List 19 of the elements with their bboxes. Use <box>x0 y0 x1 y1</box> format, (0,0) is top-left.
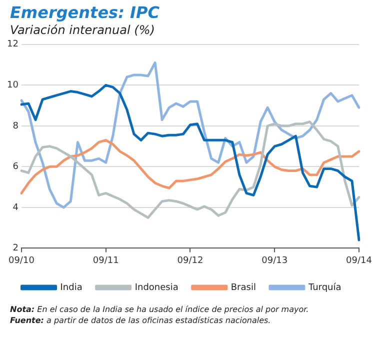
legend-label: India <box>60 282 82 293</box>
x-tick-label: 09/10 <box>8 256 35 266</box>
x-tick-label: 09/12 <box>177 256 204 266</box>
y-tick-label: 10 <box>7 80 19 91</box>
legend-label: Turquía <box>307 282 342 293</box>
x-tick-label: 09/13 <box>262 256 288 266</box>
source-note: Fuente: a partir de datos de las oficinas estadísticas nacionales. <box>10 315 272 326</box>
y-tick-label: 12 <box>7 40 18 50</box>
x-tick-label: 09/11 <box>92 256 119 266</box>
legend-label: Brasil <box>230 282 256 293</box>
y-tick-label: 4 <box>12 202 19 213</box>
chart-subtitle: Variación interanual (%) <box>10 23 155 37</box>
y-tick-label: 8 <box>12 121 19 132</box>
x-tick-label: 09/14 <box>346 256 372 266</box>
text: Nota: En el caso de la India se ha usado el índice de precios al por mayor. <box>10 304 309 315</box>
chart-title: Emergentes: IPC <box>10 3 160 22</box>
legend-label: Indonesia <box>134 282 178 293</box>
y-tick-label: 6 <box>12 162 19 172</box>
y-tick-label: 2 <box>12 244 18 254</box>
